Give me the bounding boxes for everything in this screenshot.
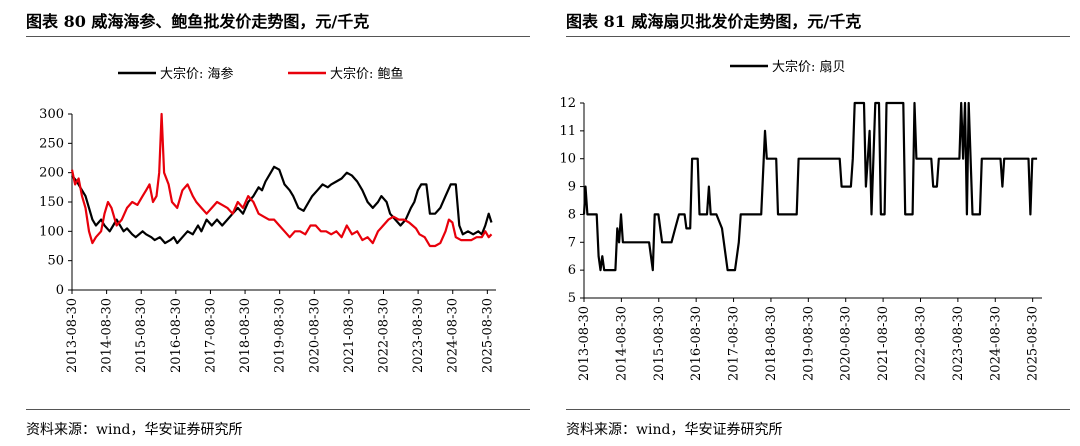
- x-tick-label: 2014-08-30: [614, 306, 629, 381]
- x-tick-label: 2019-08-30: [801, 306, 816, 381]
- x-tick-label: 2019-08-30: [273, 298, 288, 373]
- legend-label: 大宗价: 海参: [160, 66, 234, 82]
- x-tick-label: 2015-08-30: [134, 298, 149, 373]
- x-tick-label: 2022-08-30: [377, 298, 392, 373]
- source-divider: [566, 409, 1070, 410]
- x-tick-label: 2013-08-30: [65, 298, 80, 373]
- y-tick-label: 9: [568, 180, 576, 195]
- x-tick-label: 2016-08-30: [689, 306, 704, 381]
- x-tick-label: 2021-08-30: [342, 298, 357, 373]
- y-tick-label: 11: [559, 124, 576, 139]
- x-tick-label: 2024-08-30: [988, 306, 1003, 381]
- x-tick-label: 2013-08-30: [577, 306, 592, 381]
- chart-title: 图表 81 威海扇贝批发价走势图，元/千克: [566, 12, 862, 31]
- x-tick-label: 2017-08-30: [203, 298, 218, 373]
- y-tick-label: 250: [39, 136, 64, 151]
- sea-cucumber-abalone-price-chart: 大宗价: 海参 大宗价: 鲍鱼 0 50 100 150 200 250 300 2013-08-…: [39, 66, 496, 373]
- x-tick-label: 2021-08-30: [876, 306, 891, 381]
- series-line: [70, 112, 493, 248]
- x-tick-label: 2023-08-30: [951, 306, 966, 381]
- y-tick-label: 50: [47, 254, 64, 269]
- x-tick-label: 2022-08-30: [913, 306, 928, 381]
- title-divider: [566, 36, 1070, 37]
- legend-label: 大宗价: 鲍鱼: [330, 66, 404, 82]
- y-tick-label: 300: [39, 107, 64, 122]
- y-tick-label: 7: [568, 235, 576, 250]
- x-tick-label: 2018-08-30: [238, 298, 253, 373]
- x-tick-label: 2025-08-30: [480, 298, 495, 373]
- title-divider: [26, 36, 530, 37]
- source-note: 资料来源：wind，华安证券研究所: [26, 422, 243, 438]
- x-tick-label: 2024-08-30: [446, 298, 461, 373]
- y-tick-label: 12: [559, 96, 576, 111]
- left-panel: 图表 80 威海海参、鲍鱼批发价走势图，元/千克 大宗价: 海参 大宗价: 鲍鱼 0…: [26, 12, 530, 438]
- scallop-price-chart: 大宗价: 扇贝 5 6 7 8 9 10 11 12 2013-08-30 2014-08-30 20…: [559, 59, 1042, 381]
- source-divider: [26, 409, 530, 410]
- y-tick-label: 10: [559, 152, 576, 167]
- x-tick-label: 2017-08-30: [727, 306, 742, 381]
- x-tick-label: 2025-08-30: [1026, 306, 1041, 381]
- legend-label: 大宗价: 扇贝: [772, 59, 846, 75]
- y-tick-label: 150: [39, 195, 64, 210]
- series-line: [582, 101, 1038, 272]
- source-note: 资料来源：wind，华安证券研究所: [566, 422, 783, 438]
- y-tick-label: 5: [568, 291, 576, 306]
- x-tick-label: 2015-08-30: [652, 306, 667, 381]
- x-tick-label: 2014-08-30: [100, 298, 115, 373]
- x-tick-label: 2018-08-30: [764, 306, 779, 381]
- y-tick-label: 0: [56, 283, 64, 298]
- y-tick-label: 6: [568, 263, 576, 278]
- x-tick-label: 2020-08-30: [307, 298, 322, 373]
- y-tick-label: 8: [568, 207, 576, 222]
- x-tick-label: 2020-08-30: [839, 306, 854, 381]
- y-tick-label: 200: [39, 166, 64, 181]
- x-tick-label: 2016-08-30: [169, 298, 184, 373]
- y-tick-label: 100: [39, 224, 64, 239]
- series-line: [71, 165, 493, 245]
- right-panel: 图表 81 威海扇贝批发价走势图，元/千克 大宗价: 扇贝 5 6 7 8 9 10 11 12…: [540, 0, 1080, 446]
- x-tick-label: 2023-08-30: [411, 298, 426, 373]
- chart-title: 图表 80 威海海参、鲍鱼批发价走势图，元/千克: [26, 12, 370, 31]
